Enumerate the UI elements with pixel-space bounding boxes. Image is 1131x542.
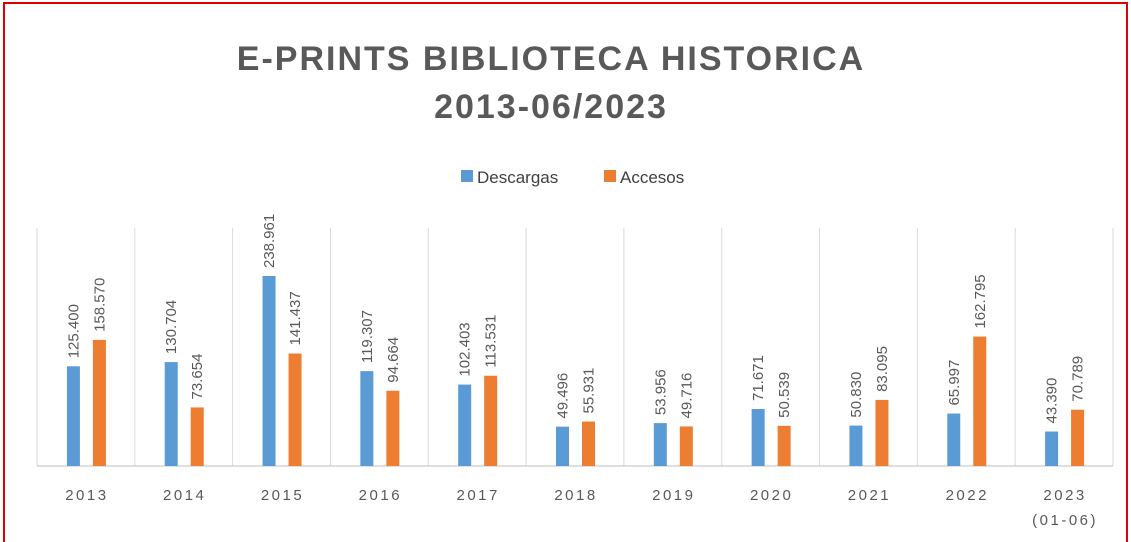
bar (947, 413, 961, 466)
bar (973, 336, 987, 466)
bar (66, 366, 80, 466)
value-label: 50.539 (776, 372, 793, 418)
value-label: 49.716 (678, 373, 695, 419)
value-label: 94.664 (385, 337, 402, 383)
value-label: 113.531 (483, 315, 500, 368)
bar (849, 425, 863, 466)
x-tick-label: 2017 (456, 487, 499, 504)
value-label: 119.307 (359, 310, 376, 363)
value-label: 162.795 (972, 274, 989, 328)
x-tick-label: 2016 (359, 487, 402, 504)
bar (875, 399, 889, 466)
legend-swatch (461, 170, 473, 182)
value-label: 102.403 (457, 322, 474, 376)
x-tick-label: 2019 (652, 487, 695, 504)
value-label: 53.956 (652, 369, 669, 415)
value-label: 73.654 (189, 354, 206, 400)
bar (360, 371, 374, 466)
bar (190, 407, 204, 466)
x-tick-label: 2020 (750, 487, 793, 504)
value-label: 70.789 (1070, 356, 1087, 402)
value-label: 55.931 (581, 368, 598, 414)
value-label: 49.496 (555, 373, 572, 419)
x-tick-label: 2013 (65, 487, 108, 504)
bar (92, 339, 106, 466)
chart-title: E-PRINTS BIBLIOTECA HISTORICA 2013-06/202… (237, 40, 865, 126)
value-label: 71.671 (750, 355, 767, 401)
bar (288, 353, 302, 466)
value-label: 141.437 (287, 291, 304, 345)
value-label: 65.997 (946, 360, 963, 406)
legend-swatch (604, 170, 616, 182)
bar (751, 409, 765, 466)
value-label: 125.400 (65, 304, 82, 358)
x-tick-label: 2014 (163, 487, 206, 504)
bar (556, 426, 569, 466)
value-label: 83.095 (874, 346, 891, 392)
x-tick-label: 2021 (848, 487, 891, 504)
bar (679, 426, 693, 466)
bar (1071, 409, 1085, 466)
x-tick-label: 2015 (261, 487, 304, 504)
bar (484, 375, 498, 466)
legend-label: Accesos (620, 168, 684, 187)
bar (1045, 431, 1059, 466)
bar (164, 362, 178, 466)
value-label: 130.704 (163, 300, 180, 354)
bar (458, 384, 472, 466)
frame (3, 2, 1128, 542)
bar (386, 390, 400, 466)
bar (262, 276, 276, 466)
bar (777, 425, 791, 466)
value-label: 43.390 (1044, 378, 1061, 424)
value-label: 158.570 (91, 278, 108, 332)
x-tick-label: 2022 (946, 487, 989, 504)
x-tick-label: 2023 (01-06) (1032, 487, 1098, 529)
x-tick-label: 2018 (554, 487, 597, 504)
value-label: 238.961 (261, 214, 278, 268)
bar (582, 421, 595, 466)
value-label: 50.830 (848, 372, 865, 418)
legend-label: Descargas (477, 168, 558, 187)
bar (653, 423, 667, 466)
